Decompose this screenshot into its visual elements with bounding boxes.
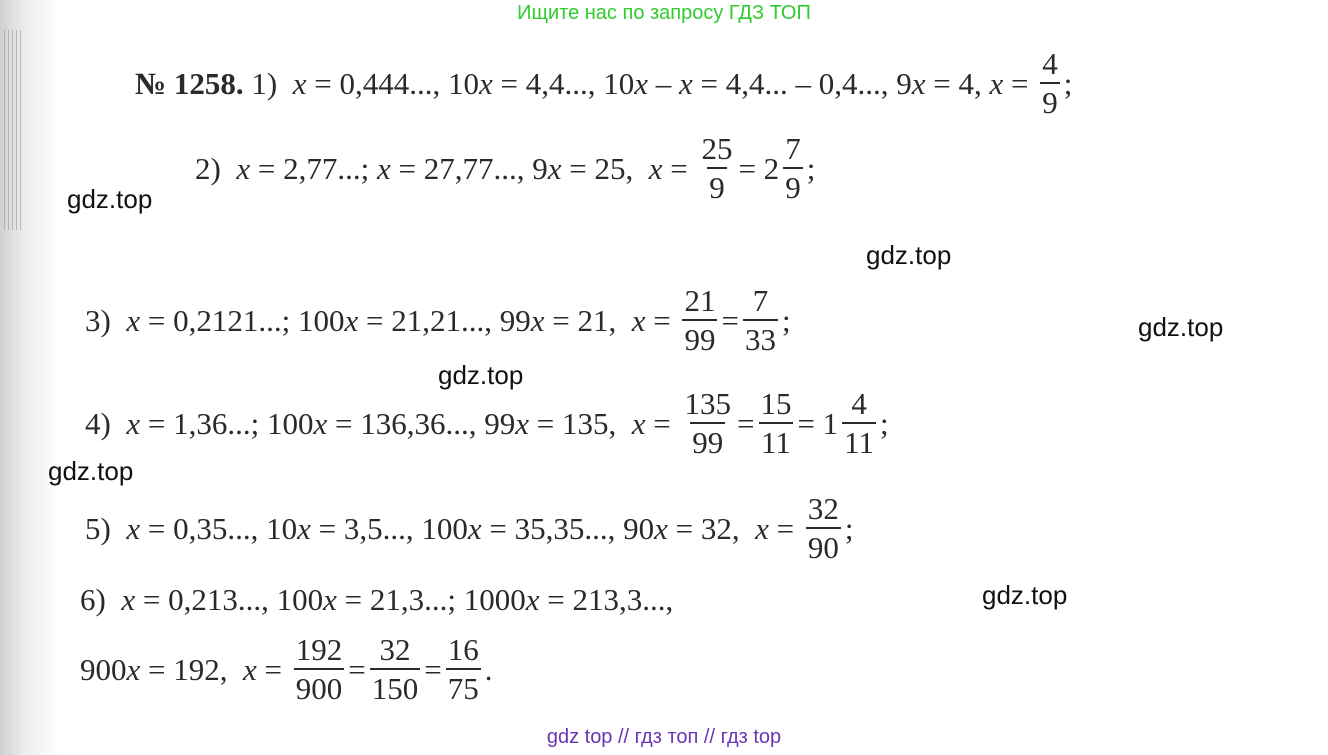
denominator: 33 bbox=[742, 319, 778, 355]
problem-number: № 1258. bbox=[135, 65, 244, 101]
fraction: 16 75 bbox=[445, 632, 481, 704]
scan-binding-lines bbox=[4, 30, 24, 230]
solution-line-6b: 900x = 192, x = 192 900 = 32 150 = 16 75. bbox=[80, 634, 492, 704]
numerator: 192 bbox=[295, 632, 343, 667]
bottom-banner: gdz top // гдз топ // гдз top bbox=[546, 726, 782, 748]
math-text: = bbox=[736, 405, 755, 441]
numerator: 21 bbox=[684, 283, 716, 318]
math-text: ; bbox=[844, 510, 854, 546]
numerator: 32 bbox=[379, 632, 411, 667]
fraction: 32 90 bbox=[805, 491, 841, 563]
watermark: gdz.top bbox=[438, 360, 524, 390]
fraction: 7 33 bbox=[742, 283, 778, 355]
fraction: 15 11 bbox=[758, 388, 793, 458]
fraction: 21 99 bbox=[682, 283, 718, 355]
watermark: gdz.top bbox=[866, 240, 952, 270]
denominator: 99 bbox=[690, 422, 726, 458]
numerator: 7 bbox=[785, 131, 801, 166]
math-text: 6) x = 0,213..., 100x = 21,3...; 1000x =… bbox=[80, 582, 674, 617]
math-text: 900x = 192, x = bbox=[80, 651, 290, 687]
math-text: 3) x = 0,2121...; 100x = 21,21..., 99x =… bbox=[85, 302, 679, 338]
numerator: 7 bbox=[752, 283, 769, 318]
math-text: . bbox=[484, 651, 493, 687]
fraction: 32 150 bbox=[369, 632, 421, 704]
math-text: 4) x = 1,36...; 100x = 136,36..., 99x = … bbox=[85, 405, 679, 441]
solution-line-3: 3) x = 0,2121...; 100x = 21,21..., 99x =… bbox=[85, 285, 791, 355]
denominator: 90 bbox=[805, 527, 841, 563]
solution-line-6a: 6) x = 0,213..., 100x = 21,3...; 1000x =… bbox=[80, 584, 673, 615]
solution-line-4: 4) x = 1,36...; 100x = 136,36..., 99x = … bbox=[85, 388, 889, 458]
math-text: ; bbox=[1063, 65, 1073, 101]
denominator: 9 bbox=[1040, 82, 1060, 118]
math-text: = bbox=[424, 651, 442, 687]
math-text: ; bbox=[806, 150, 816, 186]
math-text: = bbox=[348, 651, 366, 687]
numerator: 16 bbox=[447, 632, 479, 667]
watermark: gdz.top bbox=[48, 456, 134, 486]
fraction: 4 11 bbox=[842, 386, 877, 458]
solution-line-5: 5) x = 0,35..., 10x = 3,5..., 100x = 35,… bbox=[85, 493, 853, 563]
watermark: gdz.top bbox=[1138, 312, 1224, 342]
math-text: = bbox=[721, 302, 739, 338]
math-text: ; bbox=[781, 302, 791, 338]
denominator: 11 bbox=[842, 422, 877, 458]
fraction: 135 99 bbox=[682, 388, 733, 458]
math-text: = 2 bbox=[738, 150, 780, 186]
denominator: 9 bbox=[707, 167, 727, 203]
watermark: gdz.top bbox=[67, 184, 153, 214]
math-text: = 1 bbox=[797, 405, 839, 441]
math-text: 2) x = 2,77...; x = 27,77..., 9x = 25, x… bbox=[195, 150, 696, 186]
math-text: 1) x = 0,444..., 10x = 4,4..., 10x – x =… bbox=[243, 65, 1037, 101]
math-text: 5) x = 0,35..., 10x = 3,5..., 100x = 35,… bbox=[85, 510, 802, 546]
numerator: 32 bbox=[807, 491, 839, 526]
solution-line-2: 2) x = 2,77...; x = 27,77..., 9x = 25, x… bbox=[195, 133, 815, 203]
numerator: 4 bbox=[1042, 46, 1058, 81]
numerator: 135 bbox=[684, 386, 731, 421]
watermark: gdz.top bbox=[982, 580, 1068, 610]
denominator: 900 bbox=[293, 668, 345, 704]
denominator: 75 bbox=[445, 668, 481, 704]
top-banner: Ищите нас по запросу ГДЗ ТОП bbox=[517, 2, 811, 24]
math-text: ; bbox=[880, 405, 889, 441]
numerator: 25 bbox=[701, 131, 733, 166]
fraction: 25 9 bbox=[699, 133, 734, 203]
denominator: 11 bbox=[759, 422, 793, 458]
denominator: 150 bbox=[369, 668, 421, 704]
numerator: 15 bbox=[760, 386, 792, 421]
fraction: 192 900 bbox=[293, 632, 345, 704]
numerator: 4 bbox=[851, 386, 867, 421]
solution-line-1: № 1258. 1) x = 0,444..., 10x = 4,4..., 1… bbox=[135, 48, 1072, 118]
denominator: 9 bbox=[783, 167, 803, 203]
denominator: 99 bbox=[682, 319, 718, 355]
